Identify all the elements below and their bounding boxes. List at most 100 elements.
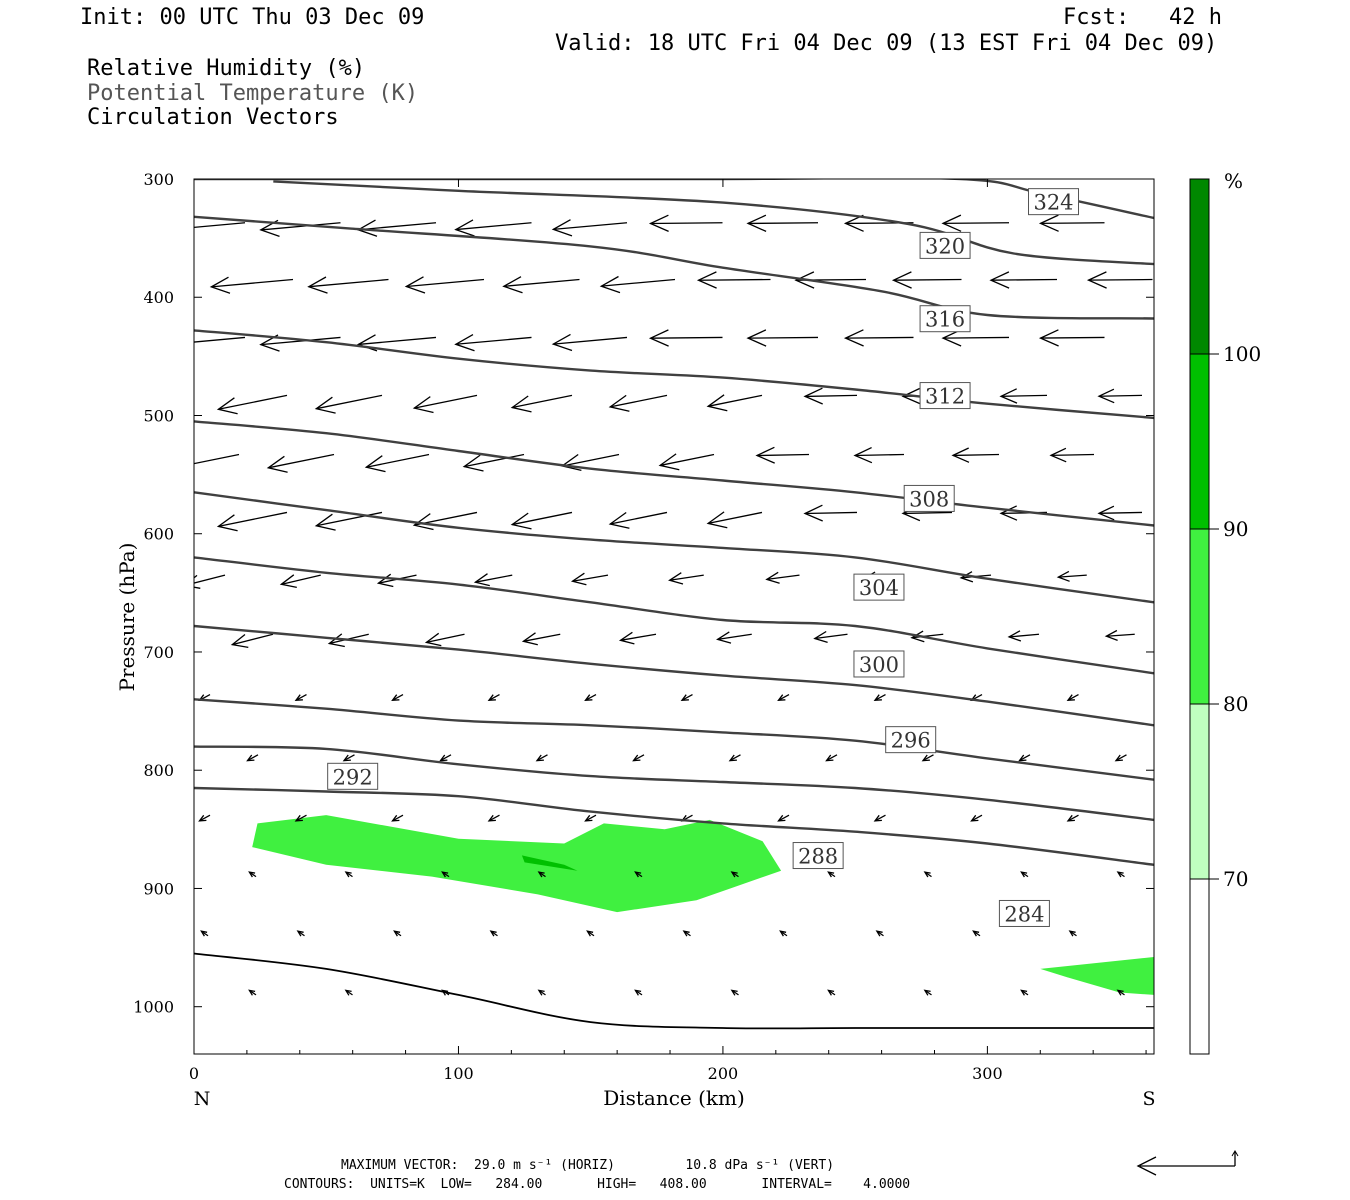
circulation-vector	[893, 278, 962, 281]
x-tick-label: 300	[972, 1064, 1003, 1083]
vector-arrowhead	[170, 457, 189, 473]
y-tick-label: 300	[143, 170, 174, 189]
vector-arrowhead	[648, 329, 669, 347]
circulation-vector	[681, 693, 693, 701]
circulation-vector	[601, 278, 676, 287]
circulation-vector	[747, 336, 819, 339]
vector-arrowhead	[853, 447, 873, 464]
y-tick-label: 1000	[133, 998, 174, 1017]
vector-arrowhead	[248, 871, 256, 878]
vector-arrowhead	[510, 395, 532, 413]
vector-arrowhead	[875, 930, 883, 937]
circulation-vector	[814, 633, 848, 640]
x-tick-label: 200	[708, 1064, 739, 1083]
vector-arrowhead	[462, 454, 484, 472]
theta-contour-line	[273, 180, 1154, 266]
vector-arrowhead	[873, 694, 882, 702]
circulation-vector	[952, 453, 1000, 457]
circulation-vector	[194, 453, 240, 465]
circulation-vector	[553, 336, 628, 345]
vector-arrowhead	[521, 632, 538, 646]
circulation-vector	[281, 574, 321, 585]
y-tick-label: 900	[143, 879, 174, 898]
theta-label-layer: 324 320 316 312 308 304 300 296 292 288 284	[327, 188, 1080, 927]
vector-arrowhead	[570, 572, 587, 586]
reference-vector	[1136, 1150, 1239, 1176]
vector-arrowhead	[680, 694, 689, 702]
circulation-vector	[717, 633, 752, 641]
vector-arrowhead	[296, 930, 304, 937]
circulation-vector	[1009, 633, 1040, 638]
circulation-vector	[358, 222, 437, 231]
theta-contour-line	[194, 491, 1154, 604]
vector-arrowhead	[873, 814, 882, 822]
vector-arrowhead	[535, 754, 544, 762]
circulation-vector	[826, 754, 838, 762]
circulation-vector	[610, 511, 668, 525]
vector-arrowhead	[487, 814, 496, 822]
vector-arrowhead	[608, 511, 630, 529]
circulation-vector	[211, 278, 294, 288]
contour-label: 292	[333, 765, 373, 789]
vector-arrowhead	[584, 694, 593, 702]
circulation-vector	[729, 754, 741, 762]
vector-arrowhead	[441, 871, 449, 878]
circulation-vector	[406, 278, 485, 288]
vector-arrowhead	[608, 394, 630, 412]
forecast-hour: Fcst: 42 h	[1063, 5, 1222, 30]
circulation-vector	[620, 633, 657, 641]
circulation-vector	[455, 222, 532, 231]
circulation-vector	[392, 814, 404, 822]
humidity-area	[252, 815, 782, 913]
colorbar-segment	[1189, 178, 1210, 355]
circulation-vector	[1088, 278, 1153, 281]
x-axis-label: Distance (km)	[603, 1086, 745, 1110]
contour-label-box	[853, 573, 905, 601]
vector-arrowhead	[777, 694, 786, 702]
theta-contour-line	[194, 952, 1154, 1030]
vector-arrowhead	[618, 631, 635, 645]
colorbar-tick-label: 90	[1223, 517, 1248, 541]
vector-arrowhead	[746, 329, 767, 347]
vector-arrowhead	[294, 694, 303, 702]
vector-arrowhead	[1116, 989, 1124, 996]
circulation-vector	[942, 336, 1010, 339]
vector-arrowhead	[755, 446, 775, 464]
vector-arrowhead	[1038, 214, 1059, 232]
vector-arrowhead	[634, 989, 642, 996]
circulation-vector	[804, 511, 858, 515]
vector-arrowhead	[827, 989, 835, 996]
vector-arrowhead	[510, 512, 532, 530]
theta-contour-line	[194, 698, 1154, 781]
circulation-vector-layer	[170, 214, 1153, 996]
contour-label: 312	[925, 385, 965, 409]
circulation-vector	[488, 693, 500, 701]
circulation-vector	[194, 222, 246, 229]
circulation-vector	[707, 394, 763, 407]
vector-arrowhead	[216, 397, 238, 415]
circulation-vector	[585, 814, 597, 822]
vector-arrowhead	[599, 275, 621, 294]
vector-arrowhead	[248, 989, 256, 996]
circulation-vector	[804, 394, 858, 398]
contour-label: 288	[798, 845, 838, 869]
circulation-vector	[392, 693, 404, 701]
circulation-vector	[1115, 754, 1127, 762]
circulation-vector	[874, 693, 886, 701]
circulation-vector	[971, 814, 983, 822]
vector-arrowhead	[668, 572, 684, 585]
contour-label-box	[919, 231, 971, 259]
contour-label-box	[919, 305, 971, 333]
theta-contour-line	[194, 556, 1154, 675]
vector-arrowhead	[198, 814, 207, 822]
y-tick-label: 700	[143, 643, 174, 662]
circulation-vector	[778, 693, 790, 701]
contour-label-box	[903, 484, 955, 512]
vector-arrowhead	[1068, 930, 1076, 937]
vector-arrowhead	[230, 633, 249, 649]
y-tick-label: 400	[143, 288, 174, 307]
contour-label-box	[853, 650, 905, 678]
circulation-vector	[1106, 633, 1135, 637]
vector-arrowhead	[779, 930, 787, 937]
vector-arrowhead	[941, 214, 962, 232]
